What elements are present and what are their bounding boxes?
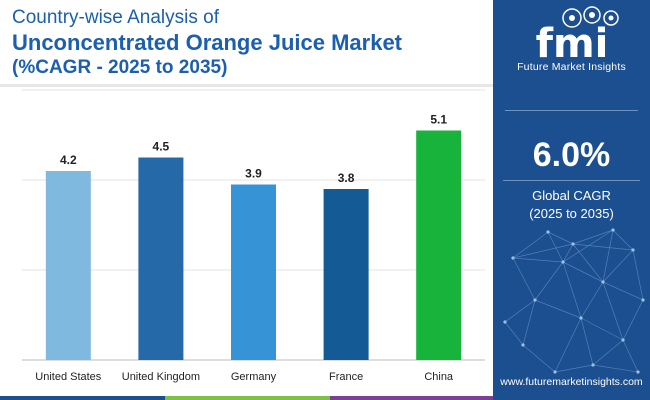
network-node — [621, 338, 625, 342]
x-tick-label: United Kingdom — [122, 371, 200, 383]
bar — [323, 189, 369, 360]
network-node — [636, 370, 640, 374]
network-node — [601, 280, 605, 284]
brand-logo: fmi Future Market Insights — [493, 4, 650, 73]
chart-title: Country-wise Analysis of Unconcentrated … — [12, 6, 482, 80]
data-label: 3.9 — [245, 167, 262, 181]
network-node — [579, 316, 583, 320]
network-node — [631, 248, 635, 252]
network-decoration — [503, 228, 645, 374]
website-link[interactable]: www.futuremarketinsights.com — [500, 376, 643, 388]
network-node — [521, 343, 525, 347]
network-node — [553, 370, 557, 374]
global-cagr-value: 6.0% — [532, 136, 611, 174]
x-tick-label: France — [329, 371, 363, 383]
title-divider — [0, 84, 493, 87]
x-tick-label: Germany — [231, 371, 277, 383]
network-node — [533, 298, 537, 302]
divider-middle — [503, 180, 640, 181]
bar-layer — [45, 130, 462, 360]
sidebar-panel: fmi Future Market Insights 6.0% Global C… — [493, 0, 650, 400]
fmi-logo-mark: fmi — [535, 6, 619, 60]
network-node — [611, 228, 615, 232]
network-node — [511, 256, 515, 260]
network-node — [571, 242, 575, 246]
x-tick-label: United States — [35, 371, 102, 383]
strip-segment — [493, 396, 650, 400]
data-label: 4.2 — [60, 153, 77, 167]
strip-segment — [165, 396, 330, 400]
bar-chart: 4.2 United States 4.5 United Kingdom 3.9 Germ… — [22, 89, 485, 384]
strip-segment — [330, 396, 493, 400]
data-label: 3.8 — [338, 171, 355, 185]
divider-top — [505, 110, 638, 111]
network-node — [503, 320, 507, 324]
strip-segment — [0, 396, 165, 400]
bar — [45, 171, 91, 360]
brand-name: Future Market Insights — [517, 61, 626, 73]
data-label: 5.1 — [430, 113, 447, 127]
network-lines — [504, 229, 644, 373]
bar — [416, 130, 462, 360]
bar — [138, 157, 184, 360]
label-layer: 4.2 United States 4.5 United Kingdom 3.9 Germ… — [35, 113, 454, 384]
x-tick-label: China — [424, 371, 454, 383]
network-node — [591, 363, 595, 367]
data-label: 4.5 — [153, 140, 170, 154]
network-node — [641, 298, 645, 302]
title-line-3: (%CAGR - 2025 to 2035) — [12, 57, 228, 78]
bottom-color-strip — [0, 396, 650, 400]
grid-layer — [22, 89, 485, 361]
global-cagr-period: (2025 to 2035) — [529, 206, 614, 221]
title-line-2: Unconcentrated Orange Juice Market — [12, 30, 403, 55]
title-line-1: Country-wise Analysis of — [12, 7, 219, 28]
global-cagr-label: Global CAGR — [532, 188, 611, 203]
network-node — [546, 230, 550, 234]
network-node — [561, 260, 565, 264]
logo-wordmark: fmi — [535, 21, 608, 60]
bar — [231, 184, 276, 360]
